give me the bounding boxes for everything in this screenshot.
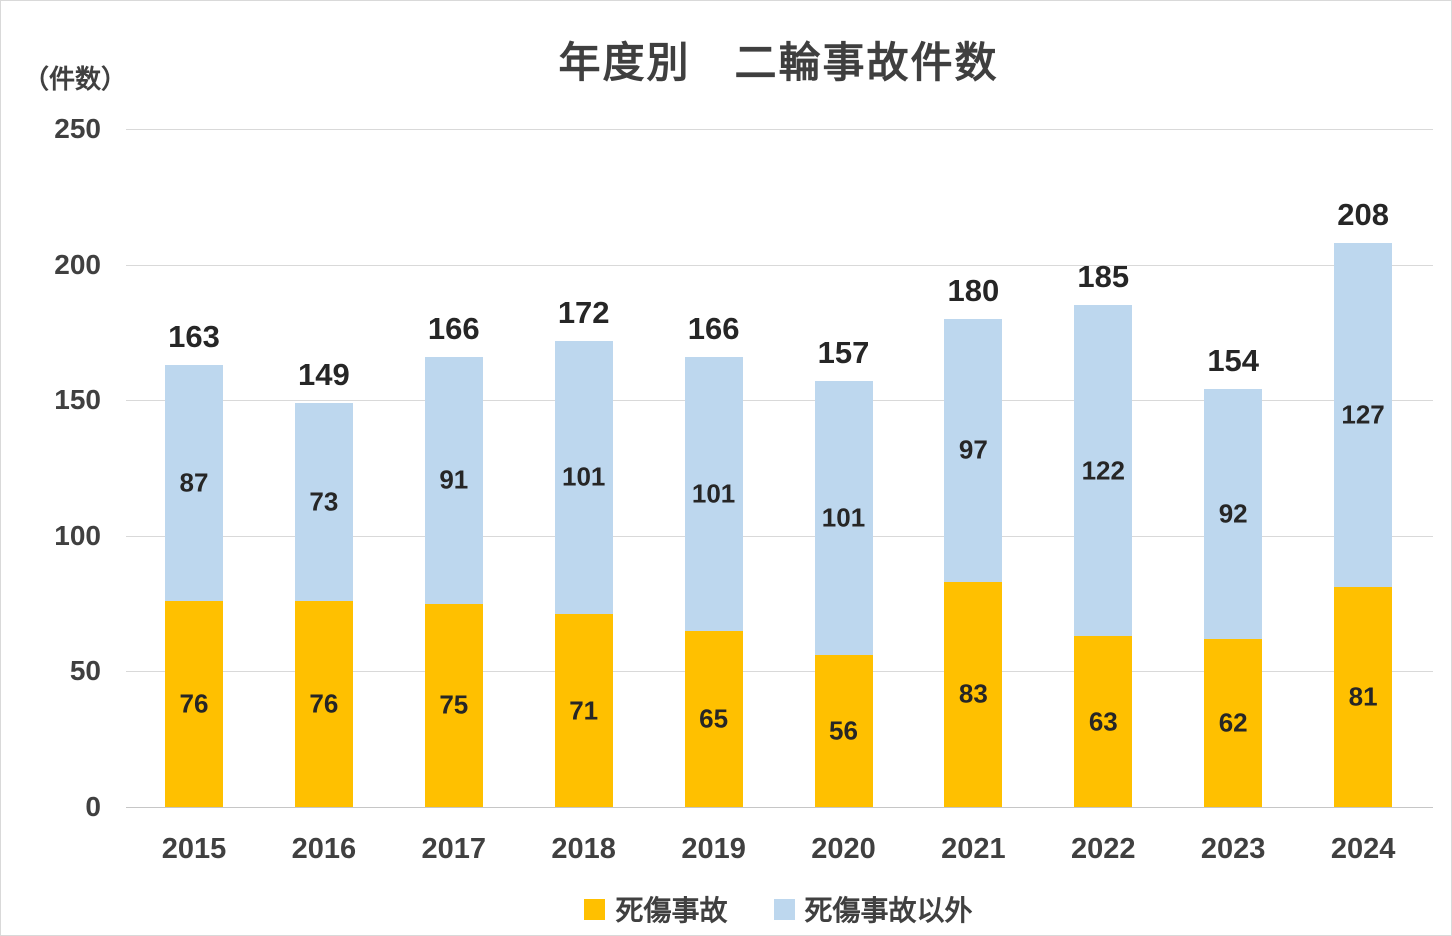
x-axis-label: 2016 <box>291 833 357 865</box>
total-value-label: 154 <box>1207 343 1260 379</box>
segment-non-casualty-accidents <box>294 402 353 601</box>
segment-non-casualty-accidents <box>554 340 613 615</box>
chart-title: 年度別 二輪事故件数 <box>558 39 999 86</box>
total-value-label: 172 <box>557 294 610 330</box>
segment-value-label: 56 <box>829 715 858 746</box>
segment-value-label: 62 <box>1218 707 1248 738</box>
segment-value-label: 71 <box>569 695 599 726</box>
segment-value-label: 83 <box>958 678 988 709</box>
segment-casualty-accidents <box>294 600 353 807</box>
segment-value-label: 81 <box>1348 681 1378 712</box>
segment-value-label: 87 <box>179 467 209 498</box>
gridline <box>126 535 1433 537</box>
y-axis-tick-label: 50 <box>69 655 101 687</box>
x-axis-label: 2021 <box>941 833 1006 865</box>
total-value-label: 157 <box>817 335 870 371</box>
y-axis-tick-label: 0 <box>85 791 101 822</box>
total-value-label: 180 <box>947 272 1000 308</box>
segment-value-label: 92 <box>1218 498 1248 529</box>
segment-value-label: 101 <box>561 461 606 492</box>
x-axis-label: 2023 <box>1200 833 1266 865</box>
segment-non-casualty-accidents <box>424 356 483 604</box>
x-axis-label: 2018 <box>551 833 616 865</box>
segment-value-label: 76 <box>179 688 209 719</box>
segment-value-label: 127 <box>1341 399 1385 430</box>
segment-value-label: 73 <box>309 486 339 517</box>
total-value-label: 163 <box>168 318 220 354</box>
gridline <box>126 807 1433 808</box>
total-value-label: 208 <box>1337 196 1389 232</box>
segment-non-casualty-accidents <box>1334 242 1393 588</box>
legend-label-casualty: 死傷事故 <box>615 895 728 926</box>
y-axis-unit-label: （件数） <box>23 64 128 94</box>
segment-non-casualty-accidents <box>165 364 223 601</box>
segment-value-label: 101 <box>821 502 866 533</box>
x-axis-label: 2015 <box>161 833 227 865</box>
legend-item-non-casualty: 死傷事故以外 <box>773 889 973 929</box>
gridline <box>126 264 1433 266</box>
segment-casualty-accidents <box>1334 587 1393 807</box>
segment-casualty-accidents <box>814 655 873 807</box>
segment-casualty-accidents <box>165 600 223 807</box>
segment-value-label: 75 <box>439 689 469 720</box>
legend-label-non-casualty: 死傷事故以外 <box>804 895 973 926</box>
gridline <box>126 129 1433 130</box>
total-value-label: 185 <box>1077 259 1130 295</box>
gridline <box>126 400 1433 402</box>
total-value-label: 166 <box>687 310 740 346</box>
y-axis-tick-label: 250 <box>54 113 101 144</box>
segment-non-casualty-accidents <box>944 318 1003 582</box>
segment-casualty-accidents <box>1204 638 1263 807</box>
y-axis-tick-label: 100 <box>54 519 101 551</box>
segment-value-label: 91 <box>439 464 469 495</box>
y-axis-tick-label: 150 <box>54 384 101 416</box>
segment-casualty-accidents <box>684 630 743 807</box>
segment-casualty-accidents <box>944 581 1003 807</box>
legend-swatch-non-casualty <box>773 898 795 920</box>
total-value-label: 166 <box>427 310 480 346</box>
segment-value-label: 65 <box>699 703 729 734</box>
segment-value-label: 101 <box>691 478 736 509</box>
segment-value-label: 76 <box>309 688 339 719</box>
segment-non-casualty-accidents <box>1074 305 1133 637</box>
x-axis-label: 2020 <box>811 833 876 865</box>
x-axis-label: 2017 <box>421 833 487 865</box>
segment-casualty-accidents <box>554 614 613 807</box>
segment-non-casualty-accidents <box>814 381 873 656</box>
legend-item-casualty: 死傷事故 <box>584 889 728 929</box>
legend-swatch-casualty <box>584 898 606 920</box>
segment-value-label: 97 <box>958 434 988 465</box>
legend: 死傷事故 死傷事故以外 <box>126 889 1431 929</box>
x-axis-label: 2024 <box>1330 833 1396 865</box>
total-value-label: 149 <box>298 356 350 392</box>
y-axis-tick-label: 200 <box>54 248 101 280</box>
segment-value-label: 122 <box>1081 455 1125 486</box>
x-axis-label: 2019 <box>681 833 746 865</box>
segment-non-casualty-accidents <box>1204 389 1263 639</box>
gridline <box>126 671 1433 673</box>
segment-casualty-accidents <box>424 603 483 807</box>
segment-value-label: 63 <box>1088 706 1118 737</box>
x-axis-label: 2022 <box>1071 833 1136 865</box>
segment-casualty-accidents <box>1074 636 1133 807</box>
segment-non-casualty-accidents <box>684 356 743 631</box>
